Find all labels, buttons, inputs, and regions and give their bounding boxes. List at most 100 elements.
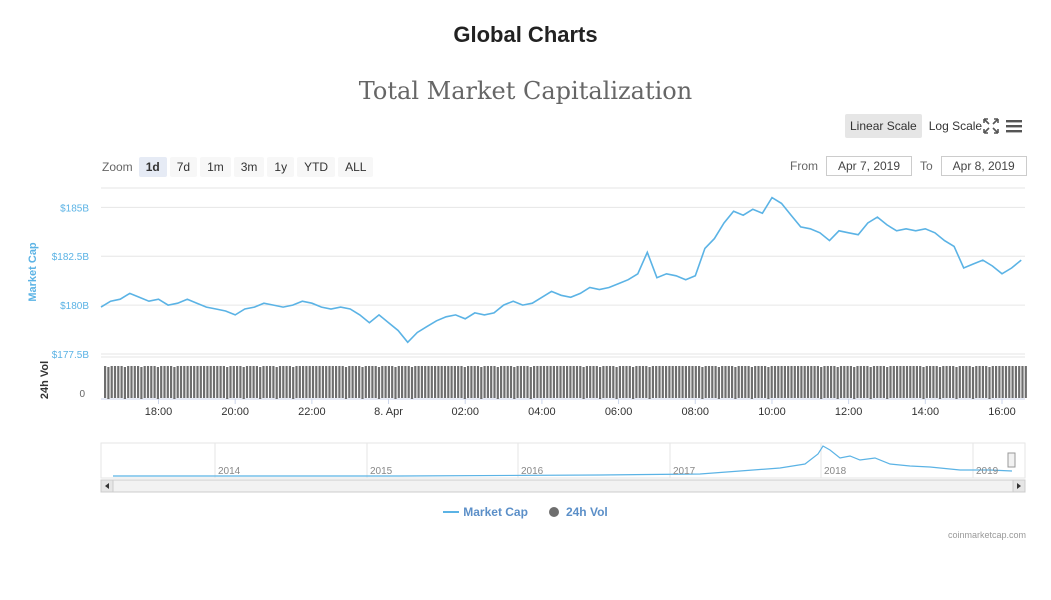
- volume-bar: [371, 366, 374, 398]
- volume-bar: [704, 366, 707, 398]
- volume-bar: [156, 367, 159, 399]
- volume-bar: [945, 366, 948, 398]
- volume-bar: [486, 366, 489, 398]
- x-tick-label: 18:00: [145, 406, 173, 418]
- navigator-handle[interactable]: [1007, 452, 1016, 468]
- volume-bar: [839, 366, 843, 398]
- volume-bar: [625, 366, 628, 398]
- volume-bar: [473, 366, 476, 398]
- volume-bar: [348, 366, 351, 398]
- volume-bar: [394, 367, 397, 399]
- legend-item-volume[interactable]: 24h Vol: [548, 505, 608, 519]
- navigator-scrollbar[interactable]: [100, 479, 1026, 493]
- zoom-3m-button[interactable]: 3m: [233, 157, 265, 177]
- volume-bar: [734, 367, 737, 399]
- volume-bar: [450, 366, 453, 398]
- navigator-line: [113, 445, 1013, 477]
- volume-bar: [523, 366, 526, 398]
- volume-bar: [717, 367, 720, 399]
- hamburger-menu-icon[interactable]: [1006, 119, 1022, 133]
- volume-bar: [681, 366, 684, 398]
- volume-bar: [351, 366, 354, 398]
- volume-bar: [694, 366, 697, 398]
- volume-bar: [302, 366, 305, 398]
- zoom-ytd-button[interactable]: YTD: [297, 157, 336, 177]
- volume-bar: [463, 367, 466, 399]
- volume-bar: [321, 366, 324, 398]
- volume-bar: [559, 366, 562, 398]
- zoom-all-button[interactable]: ALL: [338, 157, 374, 177]
- volume-bar: [308, 366, 311, 398]
- volume-bar: [737, 366, 740, 398]
- zoom-7d-button[interactable]: 7d: [169, 157, 198, 177]
- volume-bar: [189, 366, 192, 398]
- volume-bar: [384, 366, 387, 398]
- volume-bar: [698, 366, 701, 398]
- volume-bar: [975, 366, 978, 398]
- volume-bar: [153, 366, 156, 398]
- from-date-input[interactable]: [826, 156, 912, 176]
- volume-bar: [787, 366, 790, 398]
- fullscreen-icon[interactable]: [983, 118, 999, 134]
- volume-bar: [295, 366, 298, 398]
- volume-bar: [179, 366, 183, 398]
- volume-bar: [797, 366, 800, 398]
- volume-bar: [216, 366, 219, 398]
- volume-bar: [952, 366, 955, 398]
- x-tick-label: 8. Apr: [374, 406, 403, 418]
- volume-bar: [562, 366, 565, 398]
- navigator: 2014 2015 2016 2017 2018 2019: [100, 442, 1026, 493]
- volume-bar: [113, 366, 117, 398]
- linear-scale-button[interactable]: Linear Scale: [845, 114, 922, 138]
- volume-bar: [757, 366, 760, 398]
- zoom-1d-button[interactable]: 1d: [138, 157, 167, 177]
- x-tick-label: 08:00: [682, 406, 710, 418]
- x-tick-label: 10:00: [758, 406, 786, 418]
- volume-bar: [879, 366, 882, 398]
- volume-bar: [269, 366, 272, 398]
- volume-bar: [919, 366, 922, 398]
- volume-bar: [971, 367, 975, 399]
- from-label: From: [790, 159, 818, 173]
- volume-bar: [998, 366, 1001, 398]
- volume-bar: [341, 366, 344, 398]
- volume-bar: [533, 366, 536, 398]
- volume-bar: [727, 366, 730, 398]
- volume-bar: [150, 366, 153, 398]
- volume-bar: [826, 366, 829, 398]
- volume-bar: [407, 366, 410, 398]
- volume-bar: [480, 367, 483, 399]
- to-date-input[interactable]: [940, 156, 1027, 176]
- legend-dot-icon: [548, 507, 559, 517]
- navigator-year-label: 2014: [218, 466, 241, 477]
- volume-bar: [417, 366, 420, 398]
- zoom-1m-button[interactable]: 1m: [200, 157, 231, 177]
- volume-bar: [434, 366, 437, 398]
- volume-bar: [605, 366, 608, 398]
- volume-bar: [896, 366, 899, 398]
- volume-bar: [259, 367, 262, 399]
- y-axis-label: Market Cap: [27, 242, 39, 302]
- volume-bar: [440, 366, 443, 398]
- legend-item-market-cap[interactable]: Market Cap: [443, 505, 528, 519]
- volume-bar: [358, 366, 361, 398]
- volume-bar: [381, 366, 384, 398]
- volume-bar: [955, 367, 958, 399]
- log-scale-button[interactable]: Log Scale: [928, 119, 983, 133]
- volume-bar: [1004, 366, 1008, 398]
- page-title: Global Charts: [453, 22, 598, 47]
- volume-bar: [651, 366, 654, 398]
- volume-bar: [770, 366, 773, 398]
- volume-bar: [615, 367, 618, 399]
- volume-bar: [513, 367, 516, 399]
- volume-bar: [783, 366, 786, 398]
- volume-bar: [995, 366, 998, 398]
- volume-bar: [368, 366, 371, 398]
- volume-bar: [876, 366, 879, 398]
- volume-bar: [678, 366, 681, 398]
- volume-bar: [529, 367, 532, 399]
- volume-bar: [1024, 366, 1027, 398]
- volume-bar: [1021, 366, 1024, 398]
- volume-bar: [566, 366, 569, 398]
- zoom-1y-button[interactable]: 1y: [267, 157, 295, 177]
